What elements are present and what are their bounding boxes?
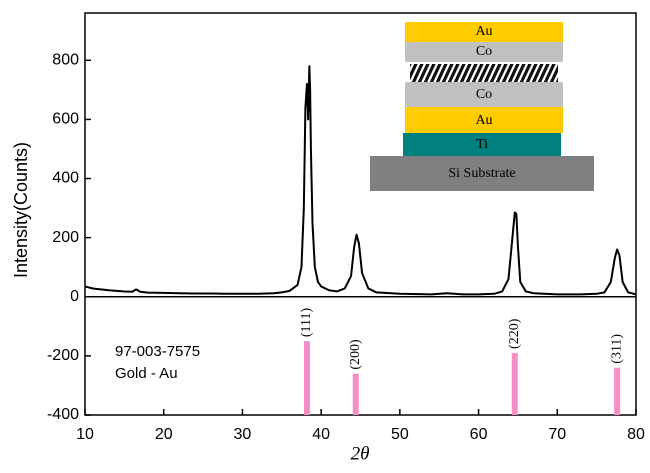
layer (403, 133, 561, 156)
y-tick-label: 400 (52, 170, 79, 187)
reference-bar (614, 367, 621, 415)
y-tick-label: -400 (47, 406, 79, 423)
y-tick-label: 600 (52, 111, 79, 128)
y-tick-label: 800 (52, 52, 79, 69)
layer-label: Au (475, 113, 492, 128)
reference-subtitle: Gold - Au (115, 365, 178, 382)
y-axis-label: Intensity(Counts) (11, 142, 31, 278)
plot-frame (84, 12, 637, 416)
x-tick-label: 70 (548, 426, 566, 443)
layer (405, 22, 563, 42)
x-tick-label: 80 (627, 426, 645, 443)
reference-bar (352, 373, 359, 415)
inset: Au Co Co Au Ti Si Substrate (370, 22, 594, 191)
layer-label: Si Substrate (448, 166, 515, 181)
reference-title: 97-003-7575 (115, 343, 200, 360)
reference-bar (511, 352, 518, 415)
reference-bar (303, 341, 310, 415)
reference-label: (220) (507, 318, 522, 349)
x-tick-label: 60 (470, 426, 488, 443)
xrd-line (84, 65, 637, 296)
layer (405, 107, 563, 133)
x-tick-label: 10 (76, 426, 94, 443)
x-tick-label: 30 (234, 426, 252, 443)
layer-label: Co (476, 44, 492, 59)
x-axis-label: 2θ (351, 443, 370, 464)
layer (405, 42, 563, 62)
substrate (370, 156, 594, 191)
reference-label: (200) (348, 339, 363, 370)
layer-label: Au (475, 24, 492, 39)
x-tick-label: 50 (391, 426, 409, 443)
layer (405, 82, 563, 107)
x-tick-label: 40 (312, 426, 330, 443)
reference-label: (111) (299, 307, 314, 337)
y-tick-label: 200 (52, 229, 79, 246)
layer-label: Ti (476, 137, 488, 152)
barrier-layer (410, 64, 558, 82)
x-tick-label: 20 (155, 426, 173, 443)
reference-label: (311) (609, 334, 624, 364)
layer-label: Co (476, 87, 492, 102)
y-tick-label: 0 (70, 288, 79, 305)
y-tick-label: -200 (47, 347, 79, 364)
